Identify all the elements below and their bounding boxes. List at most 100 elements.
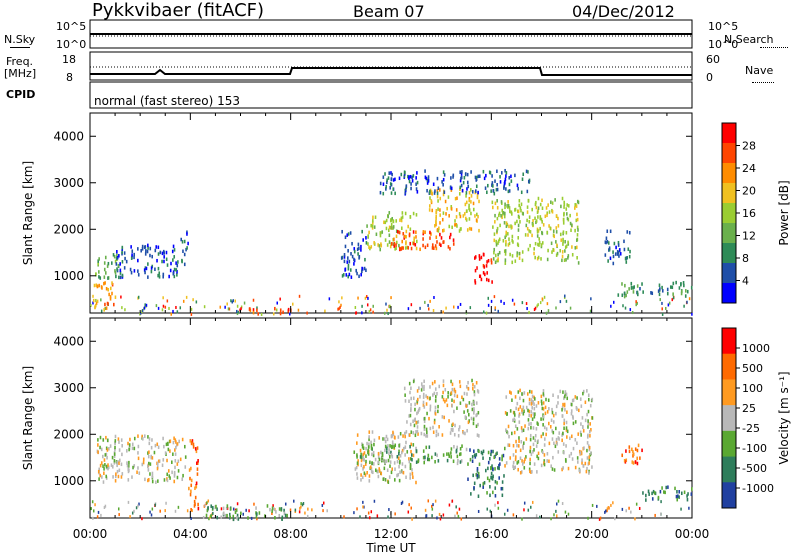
range-cell — [93, 283, 96, 288]
range-cell — [371, 430, 374, 434]
range-cell — [454, 423, 456, 428]
range-cell — [131, 442, 134, 447]
range-cell — [378, 244, 381, 248]
range-cell — [432, 182, 435, 187]
range-cell — [481, 451, 484, 456]
range-cell — [189, 492, 192, 497]
range-cell — [412, 396, 415, 401]
range-cell — [400, 218, 403, 223]
range-cell — [463, 410, 465, 414]
range-cell — [410, 246, 413, 251]
date-title: 04/Dec/2012 — [572, 2, 675, 21]
range-cell — [651, 291, 654, 296]
range-cell — [132, 465, 134, 470]
range-cell — [405, 440, 407, 445]
range-cell — [570, 228, 572, 232]
range-cell — [356, 441, 358, 445]
range-cell — [429, 385, 431, 389]
range-cell — [512, 466, 515, 470]
range-cell — [586, 466, 588, 471]
range-cell — [417, 458, 420, 462]
range-cell — [341, 229, 343, 234]
range-cell — [505, 461, 508, 465]
range-cell — [626, 290, 629, 294]
range-cell — [574, 246, 577, 250]
range-cell — [522, 428, 525, 433]
range-cell — [119, 275, 122, 280]
range-cell — [494, 201, 497, 206]
range-cell — [420, 431, 423, 436]
range-cell — [642, 290, 644, 294]
range-cell — [114, 439, 117, 443]
range-cell — [137, 269, 139, 273]
range-cell — [119, 268, 122, 273]
scatter-mark — [321, 503, 324, 507]
range-cell — [636, 284, 639, 288]
range-cell — [527, 179, 530, 184]
colorbar-tick-label: 8 — [742, 252, 749, 265]
range-cell — [106, 448, 109, 452]
range-cell — [565, 426, 568, 430]
range-cell — [173, 274, 176, 279]
range-cell — [531, 207, 533, 212]
range-cell — [527, 408, 529, 413]
range-cell — [642, 491, 644, 495]
range-cell — [180, 237, 183, 242]
range-cell — [163, 478, 166, 482]
scatter-mark — [688, 297, 691, 301]
range-cell — [396, 229, 399, 234]
range-cell — [183, 262, 186, 267]
range-cell — [388, 451, 390, 456]
range-cell — [386, 468, 389, 472]
range-cell — [420, 382, 423, 386]
scatter-mark — [297, 308, 300, 312]
range-cell — [552, 430, 555, 435]
range-cell — [487, 466, 489, 471]
range-cell — [361, 443, 364, 448]
range-cell — [511, 225, 513, 229]
range-cell — [236, 516, 238, 520]
range-cell — [210, 504, 213, 508]
range-cell — [158, 459, 161, 463]
range-cell — [175, 445, 177, 450]
range-cell — [466, 180, 469, 185]
range-cell — [101, 454, 104, 459]
scatter-mark — [634, 517, 636, 521]
range-cell — [279, 311, 282, 316]
range-cell — [103, 275, 106, 279]
range-cell — [468, 401, 471, 405]
range-cell — [586, 389, 588, 393]
range-cell — [99, 276, 102, 280]
scatter-mark — [607, 506, 610, 510]
range-cell — [542, 450, 544, 455]
scatter-mark — [521, 517, 523, 521]
scatter-mark — [232, 299, 234, 303]
range-cell — [383, 466, 386, 471]
range-cell — [149, 253, 151, 258]
range-cell — [377, 469, 379, 474]
range-cell — [349, 268, 352, 272]
range-cell — [409, 466, 412, 471]
scatter-mark — [141, 309, 144, 313]
colorbar-tick-label: 28 — [742, 140, 756, 153]
range-cell — [170, 261, 172, 266]
range-cell — [520, 470, 523, 474]
range-cell — [439, 208, 441, 212]
range-cell — [361, 442, 363, 446]
range-cell — [559, 248, 561, 253]
range-cell — [496, 226, 499, 231]
range-cell — [186, 230, 188, 234]
range-cell — [117, 263, 120, 268]
range-cell — [343, 259, 346, 264]
range-cell — [151, 456, 154, 460]
range-cell — [520, 202, 523, 207]
range-cell — [534, 438, 536, 443]
range-cell — [566, 435, 568, 439]
range-cell — [117, 474, 120, 479]
range-cell — [172, 271, 175, 276]
range-cell — [675, 494, 678, 499]
range-cell — [410, 186, 412, 191]
range-cell — [541, 241, 544, 245]
range-cell — [529, 243, 531, 248]
range-cell — [109, 286, 112, 291]
